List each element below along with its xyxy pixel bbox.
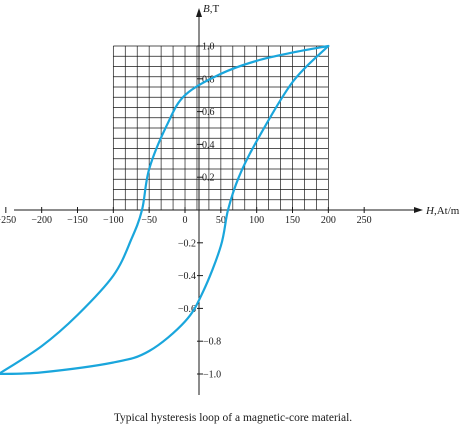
y-tick-label: 0.4 <box>202 140 215 151</box>
y-tick-label: −0.2 <box>178 238 196 249</box>
y-tick-label: 1.0 <box>202 42 215 53</box>
y-axis-arrow-icon <box>196 8 202 17</box>
x-tick-label: −150 <box>67 215 88 226</box>
grid <box>112 45 329 211</box>
curves <box>0 44 330 376</box>
ticks: −250−200−150−100−500501001502002501.00.8… <box>0 42 372 381</box>
axes <box>14 8 423 395</box>
x-tick-label: 50 <box>216 215 226 226</box>
hysteresis-curve-descending <box>0 44 330 375</box>
x-tick-label: 250 <box>357 215 372 226</box>
y-tick-label: −0.8 <box>203 337 221 348</box>
y-tick-label: −0.4 <box>178 271 196 282</box>
x-tick-label: 200 <box>321 215 336 226</box>
figure-caption: Typical hysteresis loop of a magnetic-co… <box>114 412 352 424</box>
x-tick-label: 0 <box>183 215 188 226</box>
y-tick-label: 0.2 <box>202 173 215 184</box>
x-tick-label: −100 <box>103 215 124 226</box>
x-axis-title: H,At/m <box>425 205 460 217</box>
x-tick-label: −50 <box>141 215 157 226</box>
x-tick-label: −250 <box>0 215 16 226</box>
y-tick-label: −0.6 <box>178 304 196 315</box>
x-tick-label: 100 <box>249 215 264 226</box>
x-axis-arrow-icon <box>414 207 423 213</box>
x-tick-label: 150 <box>285 215 300 226</box>
hysteresis-curve-ascending <box>0 44 330 376</box>
y-axis-title: B,T <box>203 3 219 15</box>
y-tick-label: −1.0 <box>203 370 221 381</box>
y-tick-label: 0.6 <box>202 107 215 118</box>
x-tick-label: −200 <box>31 215 52 226</box>
